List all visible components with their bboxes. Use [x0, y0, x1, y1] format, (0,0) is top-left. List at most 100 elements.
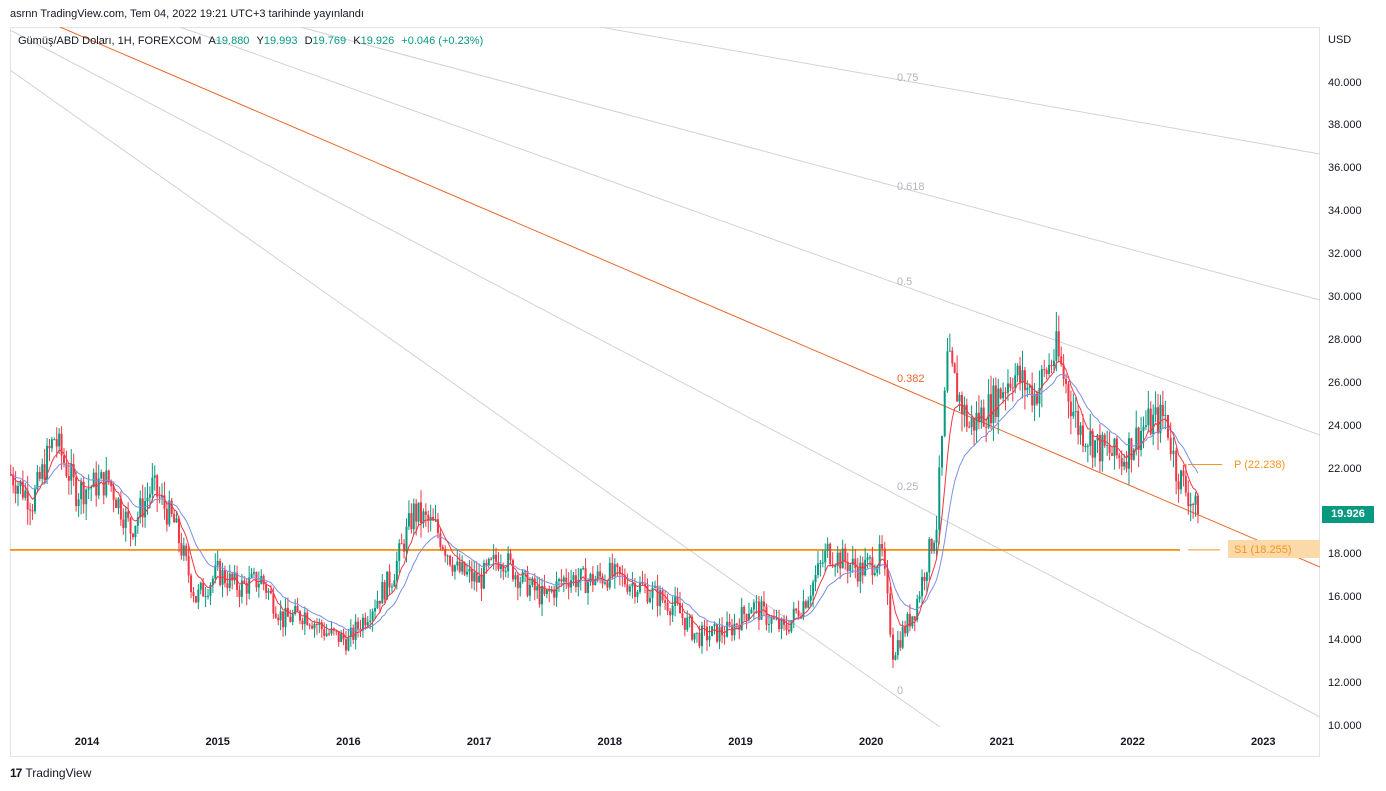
candle-body	[908, 614, 911, 627]
candle-body	[839, 552, 842, 569]
candle-body	[965, 404, 968, 427]
currency-unit[interactable]: USD	[1328, 34, 1352, 46]
candle-body	[700, 625, 703, 647]
candle-body	[664, 600, 667, 603]
candle-body	[185, 545, 188, 557]
candle-body	[1098, 434, 1101, 462]
fib-label: 0.618	[897, 181, 925, 193]
candle-body	[628, 586, 631, 592]
candle-body	[80, 481, 83, 500]
time-tick: 2017	[466, 736, 492, 748]
change-value: +0.046 (+0.23%)	[401, 35, 484, 47]
pivot-label: P (22.238)	[1234, 459, 1285, 471]
candle-body	[274, 613, 277, 618]
candle-body	[378, 600, 381, 604]
candle-body	[536, 586, 539, 591]
candle-body	[265, 584, 268, 593]
candle-body	[36, 472, 39, 490]
candle-body	[543, 585, 546, 595]
fib-label: 0.382	[897, 373, 925, 385]
candle-body	[257, 583, 260, 588]
candle-body	[1006, 383, 1009, 393]
candle-body	[1192, 504, 1195, 506]
candle-body	[883, 548, 886, 569]
candle-body	[646, 585, 649, 603]
candle-body	[795, 608, 798, 611]
candle-body	[516, 575, 519, 589]
candle-body	[587, 581, 590, 593]
low-value: 19.769	[312, 35, 347, 47]
candle-body	[792, 608, 795, 621]
symbol-name[interactable]: Gümüş/ABD Doları, 1H, FOREXCOM	[18, 35, 202, 47]
candle-body	[38, 472, 41, 479]
candle-body	[470, 568, 473, 582]
candle-body	[427, 514, 430, 521]
candle-body	[1028, 385, 1031, 388]
candle-body	[691, 616, 694, 640]
price-tick: 38.000	[1328, 119, 1362, 132]
candle-body	[87, 488, 90, 490]
candle-body	[816, 563, 819, 576]
fib-line-0.5	[179, 27, 1320, 436]
candle-body	[876, 566, 879, 573]
candle-body	[1182, 470, 1185, 477]
candle-body	[1196, 495, 1199, 515]
candle-body	[473, 572, 476, 582]
candle-body	[651, 587, 654, 598]
candle-body	[1033, 393, 1036, 406]
time-tick: 2015	[205, 736, 230, 748]
candle-body	[636, 591, 639, 597]
candle-body	[613, 564, 616, 577]
candle-body	[148, 494, 151, 498]
candle-body	[1118, 455, 1121, 459]
candle-body	[255, 572, 258, 588]
candle-body	[131, 533, 134, 538]
candle-body	[1069, 401, 1072, 417]
candle-body	[136, 517, 139, 526]
candle-body	[1154, 407, 1157, 415]
candle-body	[318, 622, 321, 625]
time-tick: 2023	[1251, 736, 1276, 748]
candle-body	[82, 481, 85, 505]
candle-body	[698, 632, 701, 647]
candle-body	[621, 574, 624, 576]
candle-body	[913, 616, 916, 620]
candle-body	[289, 616, 292, 622]
candle-body	[1089, 431, 1092, 446]
candle-body	[340, 633, 343, 642]
candle-body	[180, 543, 183, 556]
candle-body	[70, 463, 73, 481]
chart-area[interactable]	[0, 27, 1386, 758]
candle-body	[1084, 445, 1087, 447]
candle-body	[572, 575, 575, 581]
brand-name: TradingView	[25, 766, 92, 780]
symbol-legend[interactable]: Gümüş/ABD Doları, 1H, FOREXCOM A19.880 Y…	[18, 35, 483, 47]
candle-body	[182, 545, 185, 556]
candle-body	[277, 617, 280, 621]
candle-body	[740, 606, 743, 631]
candle-body	[1147, 408, 1150, 426]
price-tick: 40.000	[1328, 76, 1362, 89]
candle-body	[12, 474, 15, 486]
candle-body	[112, 486, 115, 500]
candle-body	[1180, 470, 1183, 490]
candle-body	[928, 539, 931, 573]
candle-body	[286, 607, 289, 617]
fib-line-0.25	[10, 29, 1320, 718]
published-by-header: asrnn TradingView.com, Tem 04, 2022 19:2…	[10, 8, 364, 20]
candle-body	[308, 624, 311, 626]
candle-body	[19, 481, 22, 487]
candle-body	[1072, 411, 1075, 417]
candle-body	[1011, 387, 1014, 389]
candle-body	[968, 426, 971, 428]
candle-body	[204, 596, 207, 598]
candle-body	[410, 513, 413, 530]
footer-brand[interactable]: 17 TradingView	[10, 766, 91, 780]
candle-body	[105, 470, 108, 496]
fib-label: 0.75	[897, 72, 918, 84]
candle-body	[1065, 379, 1068, 384]
candle-body	[631, 583, 634, 587]
candle-body	[1189, 504, 1192, 507]
candle-body	[115, 499, 118, 509]
